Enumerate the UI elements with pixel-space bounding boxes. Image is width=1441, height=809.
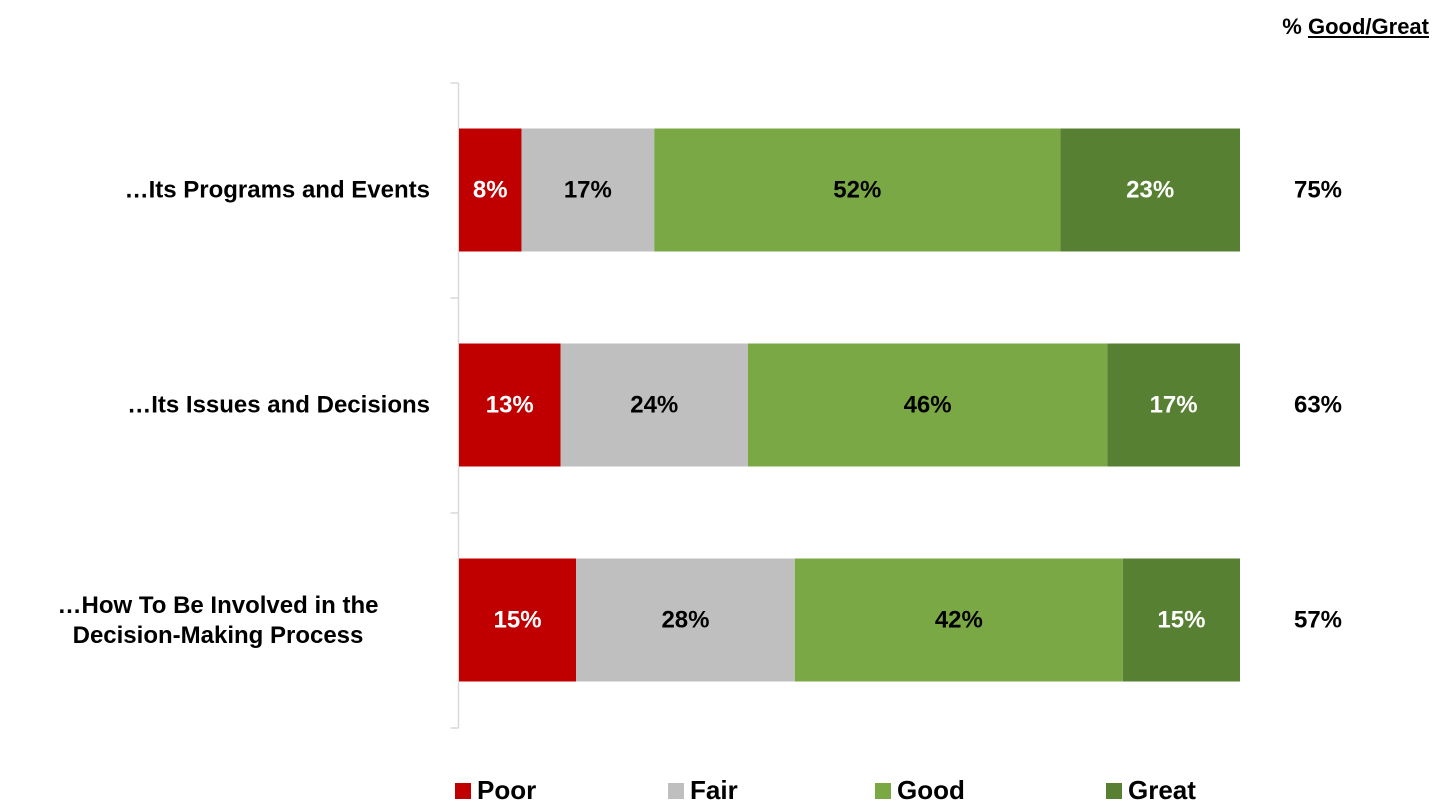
legend-label-good: Good: [897, 775, 965, 805]
legend-swatch-poor: [455, 782, 471, 799]
bar-good-0: [654, 128, 1061, 252]
bar-great-1: [1107, 343, 1240, 467]
totals-header-prefix: %: [1282, 14, 1308, 39]
totals-header-label: Good/Great: [1307, 14, 1429, 39]
bar-great-2: [1122, 558, 1240, 682]
legend-swatch-great: [1106, 782, 1122, 799]
stacked-bar-chart: 8% 17% 52% 23% …Its Programs and Events 75% 13…: [58, 82, 1342, 729]
data-label-good-1: 46%: [904, 392, 952, 419]
legend-item-poor: Poor: [455, 775, 536, 806]
category-label-1: …Its Issues and Decisions: [127, 392, 430, 419]
category-label-line: …How To Be Involved in the: [58, 592, 379, 619]
total-label-0: 75%: [1294, 177, 1342, 204]
data-label-poor-2: 15%: [494, 607, 542, 634]
legend-label-great: Great: [1128, 775, 1196, 805]
bar-fair-0: [521, 128, 655, 252]
data-label-great-2: 15%: [1157, 607, 1205, 634]
data-label-great-0: 23%: [1126, 177, 1174, 204]
total-label-2: 57%: [1294, 607, 1342, 634]
legend-label-poor: Poor: [477, 775, 537, 805]
legend: Poor Fair Good Great: [455, 775, 1255, 809]
data-label-good-0: 52%: [833, 177, 881, 204]
legend-swatch-good: [875, 782, 891, 799]
data-label-good-2: 42%: [935, 607, 983, 634]
legend-item-good: Good: [875, 775, 965, 806]
bar-poor-2: [459, 558, 577, 682]
data-label-fair-1: 24%: [630, 392, 678, 419]
data-label-fair-0: 17%: [564, 177, 612, 204]
legend-item-fair: Fair: [668, 775, 738, 806]
legend-swatch-fair: [668, 782, 684, 799]
data-label-poor-0: 8%: [473, 177, 508, 204]
bar-great-0: [1060, 128, 1240, 252]
data-label-fair-2: 28%: [661, 607, 709, 634]
data-label-poor-1: 13%: [486, 392, 534, 419]
bar-fair-1: [560, 343, 748, 467]
total-label-1: 63%: [1294, 392, 1342, 419]
legend-label-fair: Fair: [690, 775, 738, 805]
category-label-2: …How To Be Involved in the Decision-Makin…: [58, 592, 379, 649]
category-label-line: Decision-Making Process: [73, 622, 364, 649]
category-label-0: …Its Programs and Events: [125, 177, 430, 204]
legend-item-great: Great: [1106, 775, 1196, 806]
bar-good-2: [794, 558, 1123, 682]
bar-fair-2: [576, 558, 795, 682]
data-label-great-1: 17%: [1150, 392, 1198, 419]
bar-poor-0: [459, 128, 522, 252]
bar-good-1: [747, 343, 1108, 467]
bar-poor-1: [459, 343, 561, 467]
totals-header: % Good/Great: [1282, 14, 1429, 40]
